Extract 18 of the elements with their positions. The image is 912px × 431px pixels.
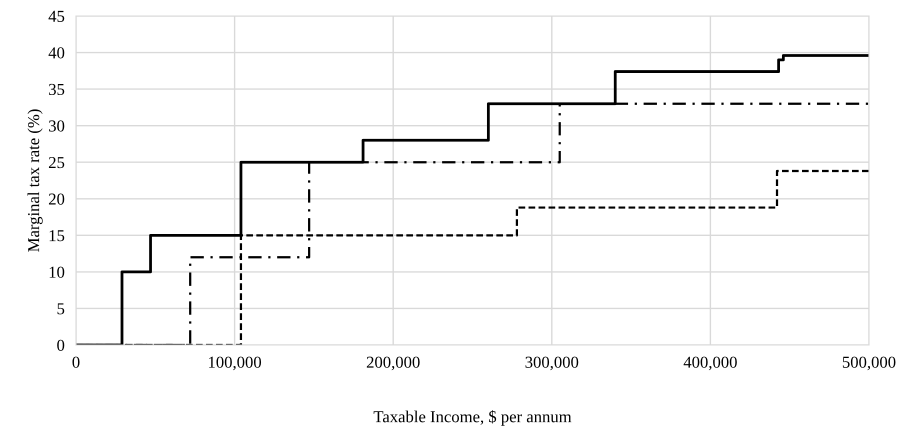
x-tick-label: 200,000 bbox=[366, 356, 420, 370]
y-tick-label: 0 bbox=[57, 340, 64, 351]
x-tick-label: 300,000 bbox=[526, 356, 578, 370]
x-tick-label: 400,000 bbox=[684, 356, 737, 370]
y-tick-label: 10 bbox=[50, 266, 64, 278]
y-tick-label: 25 bbox=[48, 156, 64, 168]
y-tick-label: 35 bbox=[49, 84, 64, 96]
x-tick-label: 0 bbox=[72, 356, 80, 368]
y-tick-label: 15 bbox=[50, 230, 64, 242]
y-tick-label: 45 bbox=[48, 10, 64, 22]
x-tick-label: 500,000 bbox=[842, 356, 896, 370]
y-axis-title: Marginal tax rate (%) bbox=[28, 109, 43, 252]
y-tick-label: 40 bbox=[48, 47, 64, 58]
y-tick-label: 5 bbox=[58, 303, 64, 314]
x-axis-title: Taxable Income, $ per annum bbox=[374, 410, 572, 426]
y-tick-label: 20 bbox=[48, 193, 64, 205]
y-tick-label: 30 bbox=[49, 120, 64, 132]
x-tick-label: 100,000 bbox=[208, 356, 262, 370]
